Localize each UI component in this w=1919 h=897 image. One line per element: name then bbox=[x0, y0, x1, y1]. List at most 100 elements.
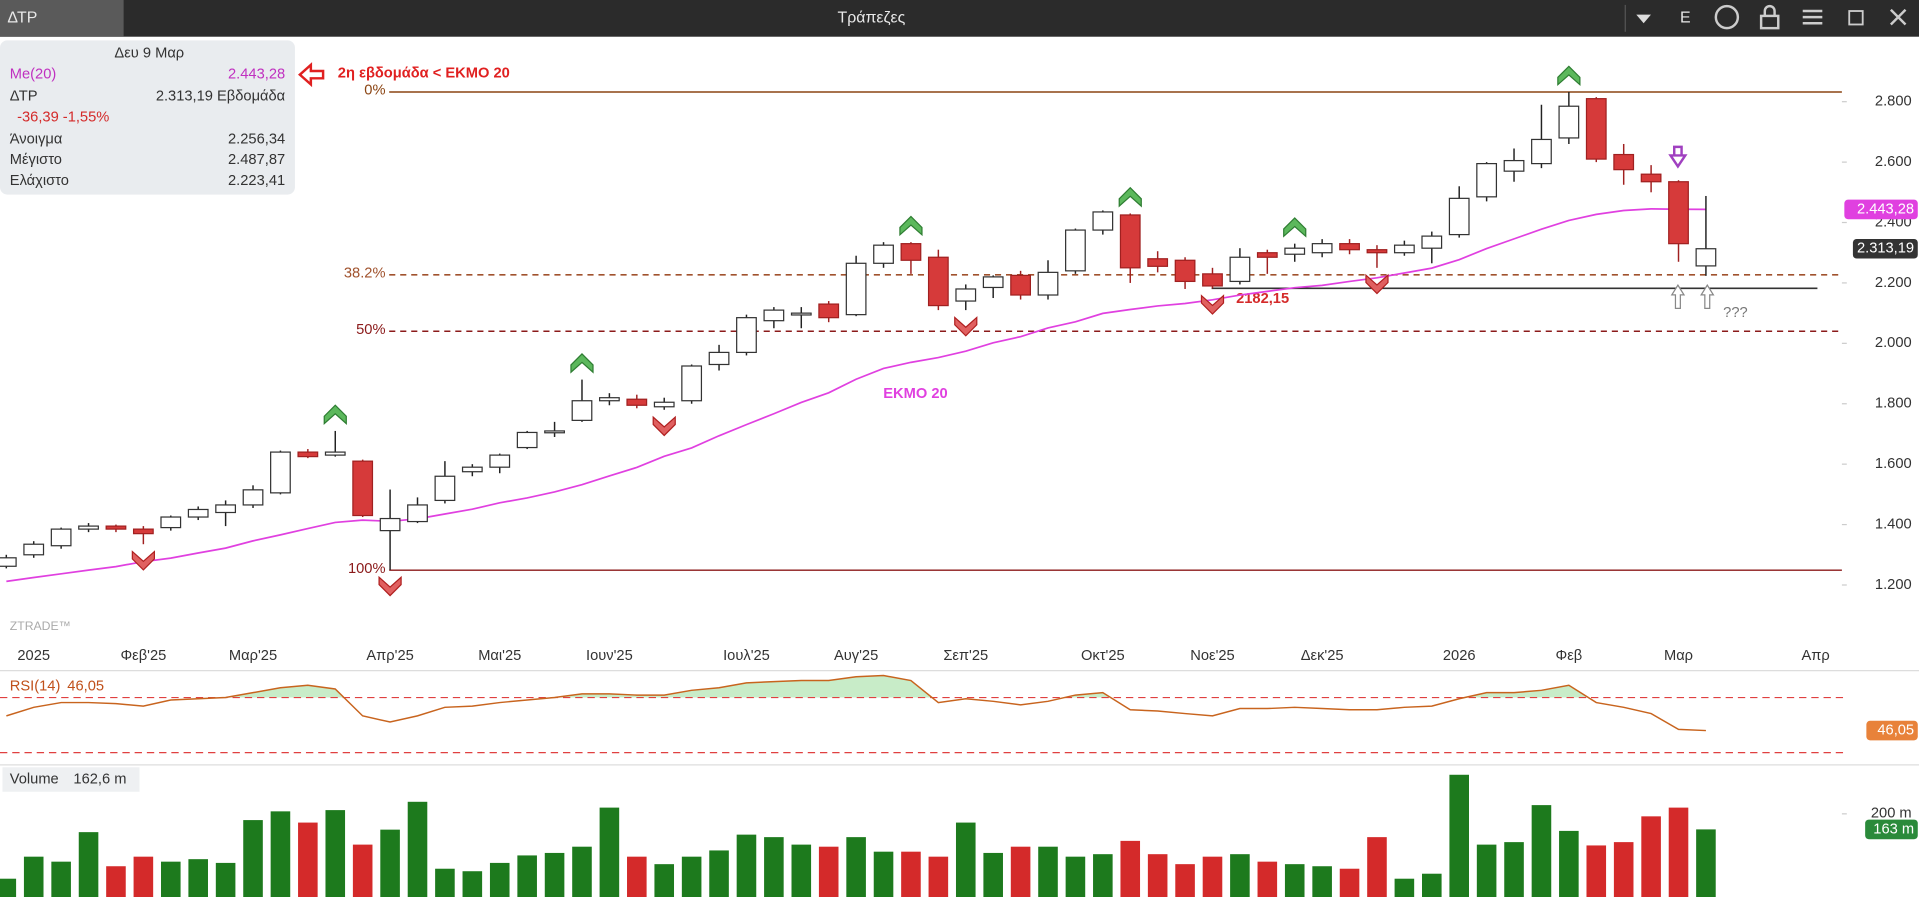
candle-body bbox=[489, 454, 511, 468]
volume-bar bbox=[298, 822, 318, 897]
candle-body bbox=[873, 244, 894, 264]
volume-bar bbox=[627, 856, 647, 897]
candle-body bbox=[352, 460, 374, 517]
volume-bar bbox=[572, 846, 592, 897]
info-value: 2.223,41 bbox=[228, 173, 285, 189]
up-arrow-icon bbox=[1700, 283, 1715, 309]
close-icon[interactable] bbox=[1889, 8, 1907, 26]
candle-body bbox=[1339, 243, 1360, 251]
volume-label-bg bbox=[2, 767, 140, 792]
volume-bar bbox=[928, 856, 949, 897]
candle-body bbox=[1174, 259, 1196, 283]
volume-bar bbox=[901, 851, 921, 897]
rsi-badge bbox=[1866, 720, 1918, 741]
x-tick-label: Αυγ'25 bbox=[834, 648, 878, 664]
info-box: Δευ 9 Μαρ Me(20) 2.443,28 ΔΤΡ 2.313,19 Ε… bbox=[0, 40, 295, 195]
volume-badge-label: 163 m bbox=[1873, 821, 1914, 837]
volume-bar bbox=[78, 832, 99, 897]
note-arrow bbox=[298, 62, 325, 88]
price-pane: 0% 38.2% 50% 100% 2182,15 ΕΚΜΟ 20 bbox=[0, 65, 1842, 597]
y-tick-label: 2.800 bbox=[1875, 94, 1912, 110]
rsi-label: RSI(14) bbox=[10, 678, 61, 694]
tab[interactable] bbox=[0, 0, 124, 37]
info-date: Δευ 9 Μαρ bbox=[114, 46, 184, 62]
candle-body bbox=[516, 431, 538, 449]
candle-body bbox=[242, 489, 264, 506]
candle-body bbox=[598, 397, 620, 402]
x-tick-label: Ιουν'25 bbox=[586, 648, 633, 664]
buy-signal bbox=[1118, 186, 1142, 208]
volume-bar bbox=[1230, 854, 1250, 897]
candle-body bbox=[626, 398, 648, 406]
volume-bar bbox=[1120, 840, 1141, 897]
candle-body bbox=[1147, 258, 1169, 267]
candle-body bbox=[845, 262, 867, 316]
info-value: 2.313,19 Εβδομάδα bbox=[156, 89, 286, 105]
rsi-badge-label: 46,05 bbox=[1877, 722, 1914, 738]
volume-bar bbox=[1613, 842, 1634, 897]
x-tick-label: Ιουλ'25 bbox=[723, 648, 770, 664]
volume-bar bbox=[1175, 864, 1195, 897]
volume-bar bbox=[1449, 774, 1469, 897]
rsi-overbought-area bbox=[224, 675, 1589, 698]
volume-bar bbox=[352, 844, 373, 897]
close-badge bbox=[1852, 238, 1918, 259]
close-badge-label: 2.313,19 bbox=[1857, 241, 1914, 257]
volume-bar bbox=[544, 852, 565, 897]
up-arrow-icon bbox=[1670, 283, 1686, 309]
volume-bar bbox=[791, 844, 812, 897]
candle-body bbox=[763, 309, 785, 322]
buy-signal bbox=[570, 353, 594, 374]
candle-body bbox=[681, 365, 703, 402]
x-tick-label: Φεβ'25 bbox=[120, 648, 166, 664]
candle-body bbox=[1065, 229, 1086, 272]
restore-icon[interactable] bbox=[1848, 10, 1864, 26]
ema-line bbox=[6, 208, 1706, 583]
volume-bar bbox=[736, 834, 757, 897]
candle-body bbox=[818, 303, 840, 319]
dropdown-icon[interactable] bbox=[1636, 14, 1651, 24]
x-tick-label: Απρ bbox=[1801, 648, 1829, 664]
volume-bar bbox=[873, 851, 894, 897]
volume-bar bbox=[1312, 866, 1332, 897]
candle-body bbox=[1558, 105, 1580, 139]
support-label: 2182,15 bbox=[1236, 291, 1289, 307]
buy-signal bbox=[1557, 65, 1581, 87]
buy-signal bbox=[899, 215, 923, 237]
lock-icon[interactable] bbox=[1759, 14, 1780, 30]
candle-body bbox=[1640, 173, 1662, 183]
menu-e[interactable]: E bbox=[1680, 10, 1691, 27]
candle-body bbox=[1202, 273, 1223, 287]
candle-body bbox=[270, 451, 291, 494]
title-bar-bg bbox=[0, 0, 1919, 37]
fib-label: 38.2% bbox=[344, 265, 386, 281]
candle-body bbox=[50, 528, 72, 547]
volume-bar bbox=[1038, 846, 1058, 897]
volume-bar bbox=[1367, 837, 1387, 897]
volume-bar bbox=[599, 807, 620, 897]
candle-body bbox=[407, 504, 428, 523]
x-tick-label: Μαρ'25 bbox=[229, 648, 277, 664]
fib-label: 50% bbox=[356, 322, 385, 338]
volume-bar bbox=[160, 861, 181, 897]
volume-bar bbox=[1065, 856, 1086, 897]
volume-bar bbox=[846, 837, 866, 897]
y-tick-label: 1.800 bbox=[1875, 396, 1912, 412]
candle-body bbox=[1476, 162, 1498, 198]
candle-body bbox=[23, 543, 45, 556]
candle-body bbox=[1668, 181, 1689, 245]
info-value: 2.487,87 bbox=[228, 152, 285, 168]
candle-body bbox=[1366, 249, 1388, 254]
candle-body bbox=[790, 312, 812, 316]
tab-label[interactable]: ΔΤΡ bbox=[7, 10, 37, 27]
quote-icon[interactable] bbox=[1714, 4, 1740, 30]
candle-body bbox=[1421, 235, 1443, 249]
info-value: 2.256,34 bbox=[228, 131, 285, 147]
ema-badge-label: 2.443,28 bbox=[1857, 201, 1914, 217]
volume-bar bbox=[681, 856, 702, 897]
y-tick-label: 2.600 bbox=[1875, 154, 1912, 170]
candle-body bbox=[736, 317, 757, 354]
candle-body bbox=[379, 517, 401, 532]
menu-icon[interactable] bbox=[1802, 9, 1823, 25]
candle-body bbox=[187, 508, 209, 518]
